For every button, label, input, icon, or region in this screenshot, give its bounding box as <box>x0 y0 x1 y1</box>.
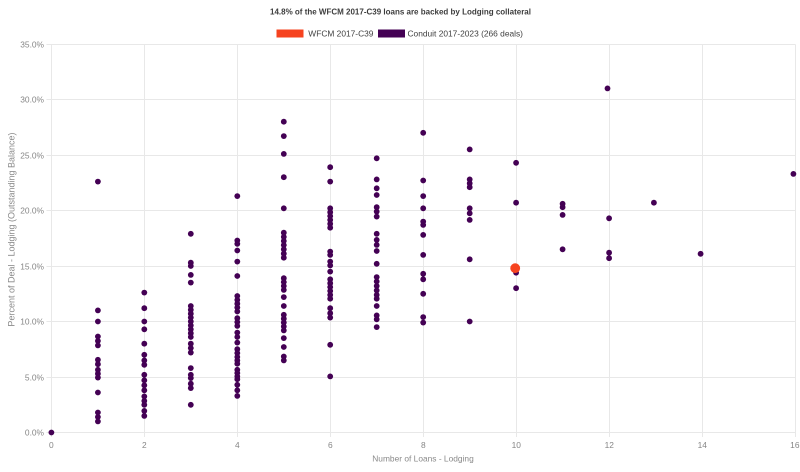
svg-text:6: 6 <box>328 440 333 450</box>
svg-text:15.0%: 15.0% <box>20 261 44 271</box>
svg-text:14: 14 <box>698 440 708 450</box>
svg-text:20.0%: 20.0% <box>20 205 44 215</box>
svg-text:10.0%: 10.0% <box>20 316 44 326</box>
svg-text:WFCM 2017-C39: WFCM 2017-C39 <box>308 29 373 39</box>
svg-text:12: 12 <box>605 440 615 450</box>
svg-text:Percent of Deal - Lodging (Out: Percent of Deal - Lodging (Outstanding B… <box>7 132 17 326</box>
svg-text:0: 0 <box>49 440 54 450</box>
svg-text:8: 8 <box>421 440 426 450</box>
svg-text:Number of Loans - Lodging: Number of Loans - Lodging <box>372 454 474 464</box>
svg-text:30.0%: 30.0% <box>20 94 44 104</box>
svg-text:16: 16 <box>790 440 800 450</box>
svg-text:2: 2 <box>142 440 147 450</box>
svg-text:14.8% of the WFCM 2017-C39 loa: 14.8% of the WFCM 2017-C39 loans are bac… <box>270 8 531 17</box>
svg-text:10: 10 <box>512 440 522 450</box>
svg-text:4: 4 <box>235 440 240 450</box>
svg-text:5.0%: 5.0% <box>25 372 45 382</box>
svg-text:25.0%: 25.0% <box>20 150 44 160</box>
svg-text:Conduit 2017-2023 (266 deals): Conduit 2017-2023 (266 deals) <box>408 29 524 39</box>
svg-text:35.0%: 35.0% <box>20 39 44 49</box>
svg-text:0.0%: 0.0% <box>25 427 45 437</box>
